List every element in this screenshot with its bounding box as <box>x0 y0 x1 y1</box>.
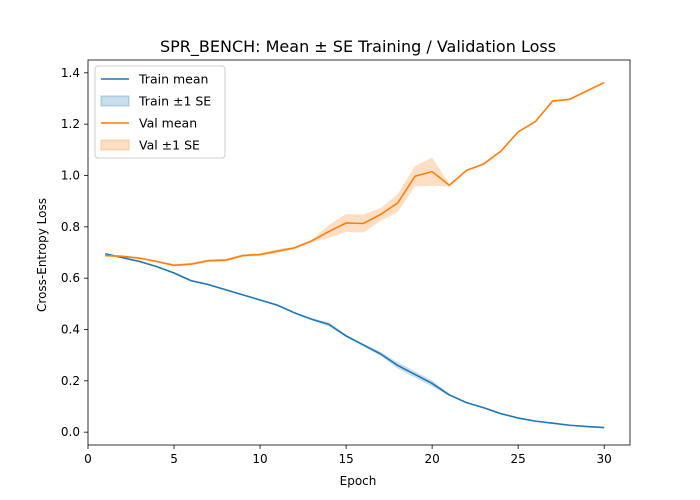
x-axis-label: Epoch <box>340 474 377 488</box>
val-se-band <box>105 81 605 267</box>
x-tick-label: 10 <box>252 452 267 466</box>
legend-label-val-pm1-se: Val ±1 SE <box>139 138 200 153</box>
x-tick-label: 5 <box>170 452 178 466</box>
legend-label-val-mean: Val mean <box>139 116 197 131</box>
y-axis-label: Cross-Entropy Loss <box>35 198 49 312</box>
x-tick-label: 20 <box>424 452 439 466</box>
axes: 0 5 10 15 20 25 30 0.0 0.2 0.4 0.6 0.8 1.0 1.2 1.4 <box>61 59 631 466</box>
y-tick-label: 0.8 <box>61 220 80 234</box>
axes-frame <box>87 59 631 446</box>
x-tick-label: 30 <box>597 452 612 466</box>
train-mean-line <box>105 252 605 429</box>
x-tick-label: 15 <box>338 452 353 466</box>
y-tick-label: 0.0 <box>61 425 80 439</box>
legend-label-train-mean: Train mean <box>138 72 208 87</box>
legend-label-train-pm1-se: Train ±1 SE <box>138 94 211 109</box>
y-tick-label: 1.0 <box>61 169 80 183</box>
legend-swatch-train-pm1-se <box>100 95 130 107</box>
y-tick-label: 1.4 <box>61 66 80 80</box>
y-tick-label: 1.2 <box>61 117 80 131</box>
y-tick-label: 0.4 <box>61 323 80 337</box>
chart-title: SPR_BENCH: Mean ± SE Training / Validati… <box>160 37 556 57</box>
legend-box <box>94 65 226 159</box>
legend-swatch-val-pm1-se <box>100 139 130 151</box>
val-mean-line <box>105 81 605 267</box>
y-tick-label: 0.2 <box>61 374 80 388</box>
x-tick-label: 25 <box>511 452 526 466</box>
plot-area <box>105 81 605 429</box>
legend: Train mean Train ±1 SE Val mean Val ±1 SE <box>94 65 226 159</box>
y-tick-label: 0.6 <box>61 271 80 285</box>
x-tick-label: 0 <box>84 452 92 466</box>
